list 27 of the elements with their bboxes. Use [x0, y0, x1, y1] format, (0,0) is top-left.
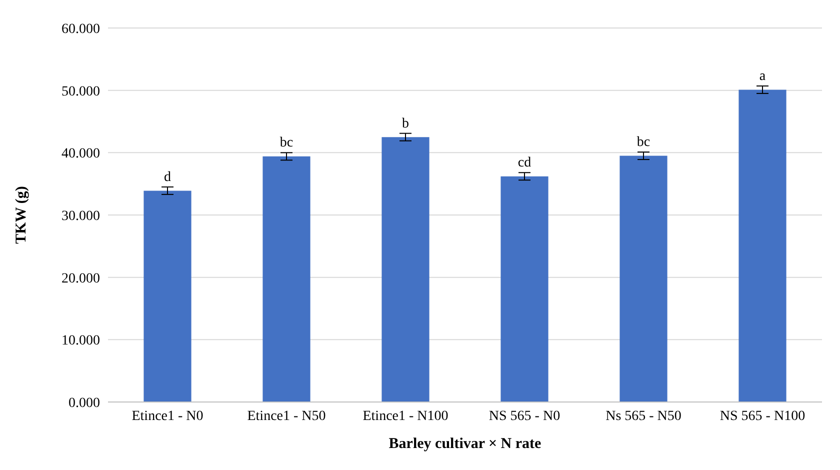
x-axis-title: Barley cultivar × N rate: [388, 436, 542, 452]
y-tick-label: 10.000: [62, 334, 100, 349]
annotation: d: [164, 170, 171, 185]
annotation: bc: [636, 135, 650, 150]
y-tick-label: 60.000: [62, 22, 100, 37]
bar: [382, 137, 430, 402]
y-axis-title: TKW (g): [13, 186, 30, 244]
x-tick-label: Ns 565 - N50: [606, 408, 682, 424]
x-tick-label: Etince1 - N0: [132, 408, 204, 424]
annotation: bc: [280, 136, 294, 151]
y-tick-label: 50.000: [62, 84, 100, 100]
bar: [500, 176, 548, 402]
annotation: cd: [518, 156, 532, 171]
y-tick-label: 40.000: [62, 146, 100, 162]
y-tick-label: 0.000: [68, 396, 100, 411]
x-tick-label: NS 565 - N100: [720, 408, 806, 424]
bar: [620, 156, 668, 402]
annotation: b: [402, 116, 409, 132]
bar: [738, 90, 786, 402]
y-tick-label: 20.000: [62, 271, 100, 286]
bar: [144, 190, 192, 402]
annotation: a: [759, 68, 766, 84]
y-tick-label: 30.000: [62, 208, 100, 224]
x-tick-label: NS 565 - N0: [488, 408, 560, 424]
x-tick-label: Etince1 - N100: [362, 408, 448, 424]
bar: [262, 156, 310, 402]
x-tick-label: Etince1 - N50: [247, 408, 326, 424]
